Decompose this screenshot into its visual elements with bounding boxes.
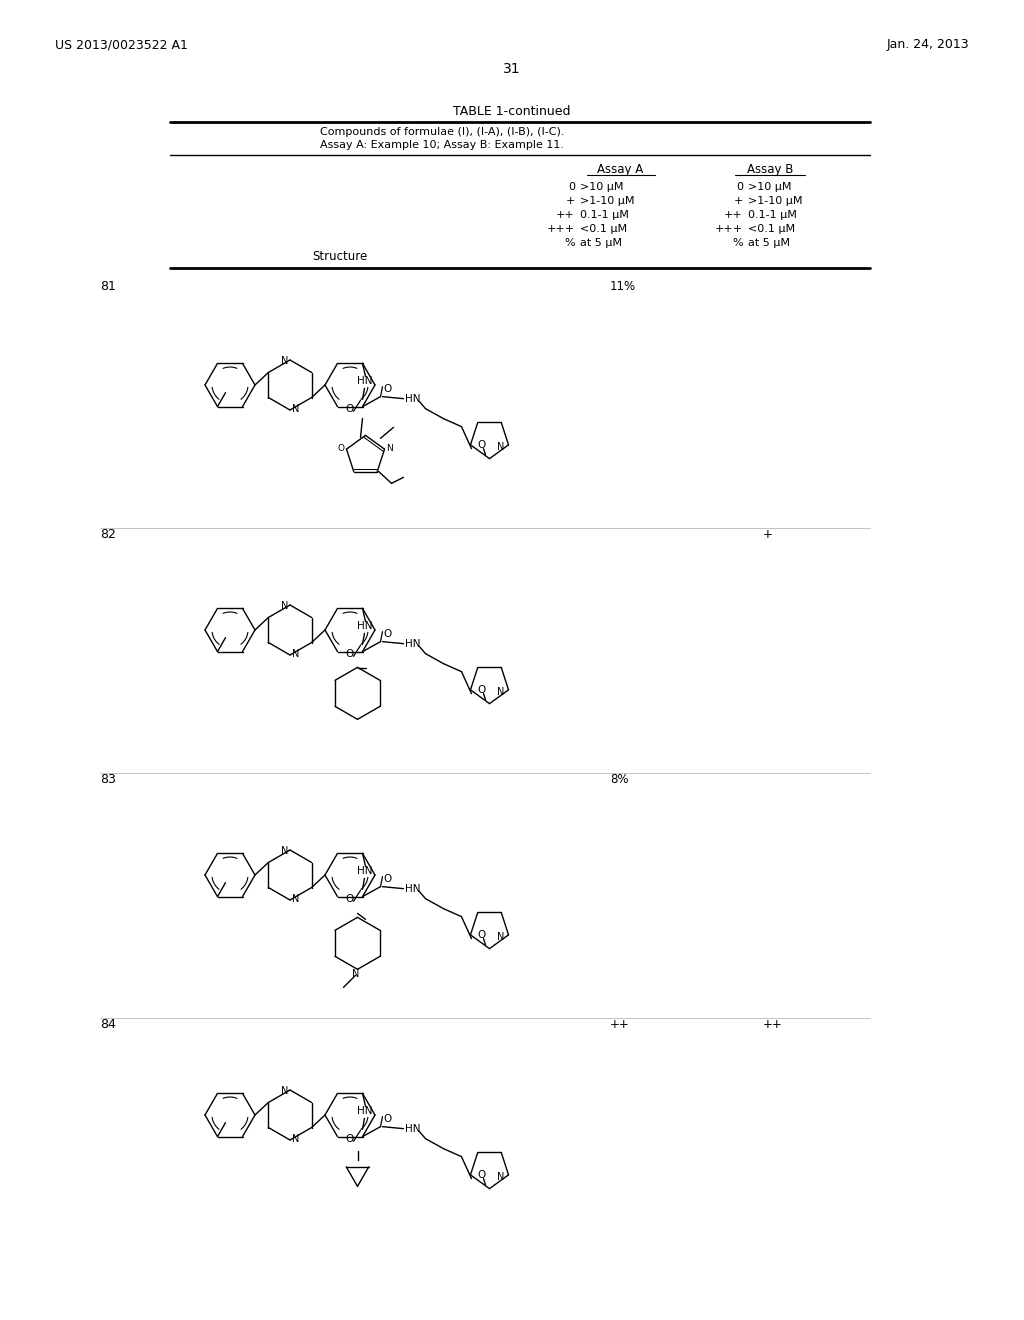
Text: HN: HN	[406, 1123, 421, 1134]
Text: N: N	[497, 1172, 505, 1181]
Text: 0: 0	[568, 182, 575, 191]
Text: O: O	[345, 895, 353, 904]
Text: N: N	[292, 1134, 299, 1144]
Text: Assay A: Example 10; Assay B: Example 11.: Assay A: Example 10; Assay B: Example 11…	[319, 140, 564, 150]
Text: HN: HN	[357, 1106, 373, 1117]
Text: N: N	[292, 894, 299, 904]
Text: N: N	[497, 442, 505, 451]
Text: %: %	[564, 238, 575, 248]
Text: Assay A: Assay A	[597, 162, 643, 176]
Text: O: O	[384, 628, 392, 639]
Text: +: +	[565, 195, 575, 206]
Text: +++: +++	[547, 224, 575, 234]
Text: +: +	[763, 528, 773, 541]
Text: N: N	[292, 649, 299, 659]
Text: ++: ++	[724, 210, 743, 220]
Text: N: N	[386, 444, 393, 453]
Text: +++: +++	[715, 224, 743, 234]
Text: %: %	[732, 238, 743, 248]
Text: >10 μM: >10 μM	[580, 182, 624, 191]
Text: 0: 0	[736, 182, 743, 191]
Text: O: O	[477, 685, 485, 694]
Text: N: N	[281, 356, 288, 366]
Text: 83: 83	[100, 774, 116, 785]
Text: at 5 μM: at 5 μM	[748, 238, 790, 248]
Text: O: O	[345, 404, 353, 414]
Text: 81: 81	[100, 280, 116, 293]
Text: N: N	[281, 846, 288, 855]
Text: O: O	[384, 384, 392, 393]
Text: O: O	[384, 874, 392, 883]
Text: O: O	[338, 444, 344, 453]
Text: 84: 84	[100, 1018, 116, 1031]
Text: O: O	[477, 1170, 485, 1180]
Text: ++: ++	[763, 1018, 782, 1031]
Text: >1-10 μM: >1-10 μM	[748, 195, 803, 206]
Text: HN: HN	[406, 393, 421, 404]
Text: N: N	[497, 932, 505, 942]
Text: 8%: 8%	[610, 774, 629, 785]
Text: HN: HN	[357, 622, 373, 631]
Text: Compounds of formulae (I), (I-A), (I-B), (I-C).: Compounds of formulae (I), (I-A), (I-B),…	[319, 127, 564, 137]
Text: HN: HN	[357, 376, 373, 387]
Text: US 2013/0023522 A1: US 2013/0023522 A1	[55, 38, 187, 51]
Text: <0.1 μM: <0.1 μM	[580, 224, 627, 234]
Text: 0.1-1 μM: 0.1-1 μM	[580, 210, 629, 220]
Text: O: O	[477, 440, 485, 450]
Text: >1-10 μM: >1-10 μM	[580, 195, 635, 206]
Text: TABLE 1-continued: TABLE 1-continued	[454, 106, 570, 117]
Text: 82: 82	[100, 528, 116, 541]
Text: HN: HN	[406, 639, 421, 648]
Text: O: O	[384, 1114, 392, 1123]
Text: 0.1-1 μM: 0.1-1 μM	[748, 210, 797, 220]
Text: HN: HN	[406, 883, 421, 894]
Text: +: +	[733, 195, 743, 206]
Text: N: N	[292, 404, 299, 414]
Text: N: N	[352, 969, 359, 979]
Text: HN: HN	[357, 866, 373, 876]
Text: Assay B: Assay B	[746, 162, 794, 176]
Text: Jan. 24, 2013: Jan. 24, 2013	[887, 38, 969, 51]
Text: 11%: 11%	[610, 280, 636, 293]
Text: N: N	[497, 686, 505, 697]
Text: O: O	[477, 929, 485, 940]
Text: O: O	[345, 649, 353, 660]
Text: N: N	[281, 601, 288, 611]
Text: N: N	[281, 1086, 288, 1096]
Text: at 5 μM: at 5 μM	[580, 238, 622, 248]
Text: ++: ++	[610, 1018, 630, 1031]
Text: >10 μM: >10 μM	[748, 182, 792, 191]
Text: <0.1 μM: <0.1 μM	[748, 224, 795, 234]
Text: 31: 31	[503, 62, 521, 77]
Text: ++: ++	[556, 210, 575, 220]
Text: O: O	[345, 1134, 353, 1144]
Text: Structure: Structure	[312, 249, 368, 263]
